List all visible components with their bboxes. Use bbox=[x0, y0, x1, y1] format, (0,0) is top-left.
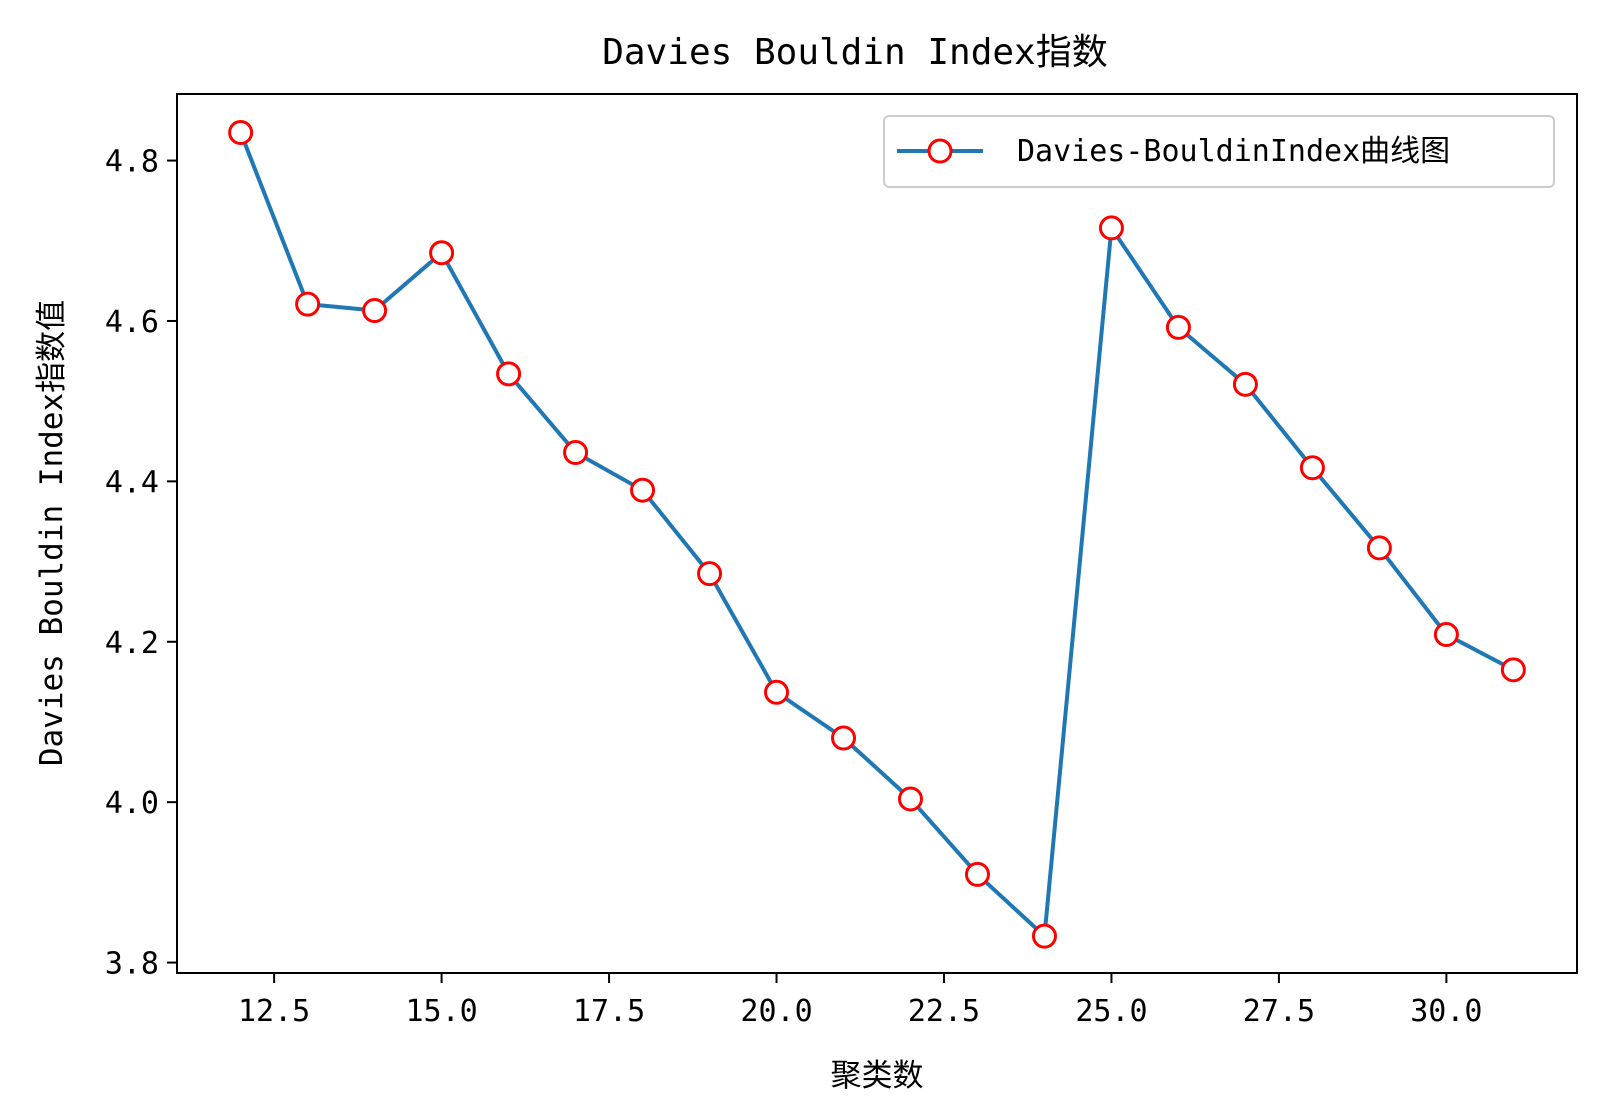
data-point bbox=[964, 861, 990, 887]
y-tick-label: 4.8 bbox=[105, 145, 159, 180]
data-point bbox=[1098, 215, 1124, 241]
x-tick-label: 12.5 bbox=[238, 994, 310, 1029]
series-layer bbox=[228, 119, 1526, 949]
legend-label: Davies-BouldinIndex曲线图 bbox=[1017, 134, 1450, 169]
y-tick-label: 4.2 bbox=[105, 626, 159, 661]
data-point bbox=[228, 119, 254, 145]
data-point bbox=[1433, 622, 1459, 648]
legend-marker-swatch bbox=[927, 138, 953, 164]
y-tick-label: 4.0 bbox=[105, 786, 159, 821]
x-tick-label: 20.0 bbox=[740, 994, 812, 1029]
data-point bbox=[1500, 657, 1526, 683]
y-axis-ticks: 3.8 4.0 4.2 4.4 4.6 4.8 bbox=[105, 145, 177, 982]
x-tick-label: 25.0 bbox=[1075, 994, 1147, 1029]
data-point bbox=[831, 725, 857, 751]
plot-area-frame bbox=[176, 93, 1578, 974]
data-point bbox=[1232, 371, 1258, 397]
x-tick-label: 30.0 bbox=[1410, 994, 1482, 1029]
data-point bbox=[897, 786, 923, 812]
data-point bbox=[496, 361, 522, 387]
legend-frame bbox=[883, 115, 1555, 188]
x-tick-label: 15.0 bbox=[405, 994, 477, 1029]
data-point bbox=[563, 439, 589, 465]
data-point bbox=[295, 291, 321, 317]
data-point bbox=[630, 477, 656, 503]
data-point bbox=[429, 240, 455, 266]
data-point bbox=[1366, 535, 1392, 561]
chart-title: Davies Bouldin Index指数 bbox=[602, 32, 1107, 73]
y-tick-label: 4.6 bbox=[105, 305, 159, 340]
data-point bbox=[697, 561, 723, 587]
x-tick-label: 17.5 bbox=[573, 994, 645, 1029]
x-axis-ticks: 12.5 15.0 17.5 20.0 22.5 25.0 27.5 30.0 bbox=[238, 973, 1483, 1029]
y-axis-label: Davies Bouldin Index指数值 bbox=[34, 300, 70, 766]
legend: Davies-BouldinIndex曲线图 bbox=[883, 115, 1555, 188]
data-point bbox=[362, 298, 388, 324]
data-point bbox=[1165, 314, 1191, 340]
data-point bbox=[764, 679, 790, 705]
x-tick-label: 27.5 bbox=[1243, 994, 1315, 1029]
data-point bbox=[1031, 923, 1057, 949]
data-point bbox=[1299, 455, 1325, 481]
x-tick-label: 22.5 bbox=[908, 994, 980, 1029]
series-line bbox=[238, 129, 1517, 939]
y-tick-label: 4.4 bbox=[105, 465, 159, 500]
y-tick-label: 3.8 bbox=[105, 947, 159, 982]
x-axis-label: 聚类数 bbox=[831, 1058, 924, 1094]
